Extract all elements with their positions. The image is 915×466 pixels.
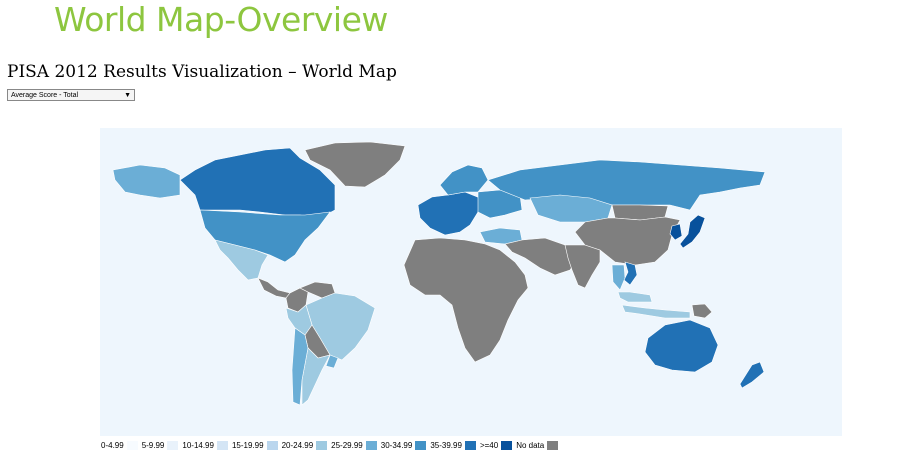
legend-label: 20-24.99 [281,440,314,450]
region-Indonesia[interactable] [621,304,691,319]
visualization-title: PISA 2012 Results Visualization – World … [7,62,397,82]
legend-swatch [316,440,328,450]
legend-item: 30-34.99 [380,440,427,450]
legend-swatch [547,440,559,450]
region-New-Zealand[interactable] [739,361,765,389]
legend-label: 15-19.99 [231,440,264,450]
metric-select-value: Average Score - Total [11,92,79,99]
legend-swatch [464,440,476,450]
legend-label: 30-34.99 [380,440,413,450]
region-Japan[interactable] [679,214,706,249]
legend-swatch [126,440,138,450]
legend-swatch [365,440,377,450]
legend-item: 10-14.99 [182,440,228,450]
region-Western-Europe[interactable] [417,191,481,236]
legend-swatch [216,440,228,450]
legend-label: 5-9.99 [141,440,165,450]
legend-swatch [501,440,513,450]
legend-swatch [167,440,179,450]
page-title: World Map-Overview [54,0,388,39]
chevron-down-icon: ▼ [124,92,131,99]
region-Malaysia[interactable] [617,291,653,303]
region-Middle-East[interactable] [504,237,579,276]
legend-item: 5-9.99 [141,440,179,450]
region-Greenland[interactable] [304,141,406,188]
legend-item: 0-4.99 [101,440,138,450]
region-Central-America[interactable] [257,277,291,299]
region-Papua-New-Guinea[interactable] [691,303,713,319]
region-China[interactable] [574,216,681,266]
legend-item: No data [516,440,559,450]
legend: 0-4.99 5-9.99 10-14.99 15-19.99 20-24.99 25-2… [101,438,562,452]
legend-item: >=40 [479,440,513,450]
region-Australia[interactable] [644,319,719,373]
legend-label: No data [516,440,545,450]
region-Korea[interactable] [669,223,683,241]
legend-swatch [266,440,278,450]
region-Argentina[interactable] [301,347,331,406]
legend-swatch [415,440,427,450]
region-Chile[interactable] [291,327,309,406]
region-Scandinavia[interactable] [439,164,489,196]
legend-label: 35-39.99 [430,440,462,450]
legend-label: >=40 [479,440,499,450]
region-Africa[interactable] [403,237,529,363]
region-Uruguay[interactable] [325,354,339,369]
region-Thailand[interactable] [611,264,626,291]
region-Canada[interactable] [179,147,336,219]
region-Russia[interactable] [487,159,766,211]
legend-item: 35-39.99 [430,440,476,450]
legend-item: 20-24.99 [281,440,328,450]
world-map [100,128,842,436]
region-Vietnam[interactable] [623,261,638,286]
region-Alaska[interactable] [112,164,181,199]
legend-item: 25-29.99 [331,440,377,450]
legend-label: 25-29.99 [331,440,363,450]
legend-label: 0-4.99 [101,440,124,450]
legend-item: 15-19.99 [231,440,278,450]
legend-label: 10-14.99 [182,440,214,450]
metric-select[interactable]: Average Score - Total ▼ [7,89,135,101]
